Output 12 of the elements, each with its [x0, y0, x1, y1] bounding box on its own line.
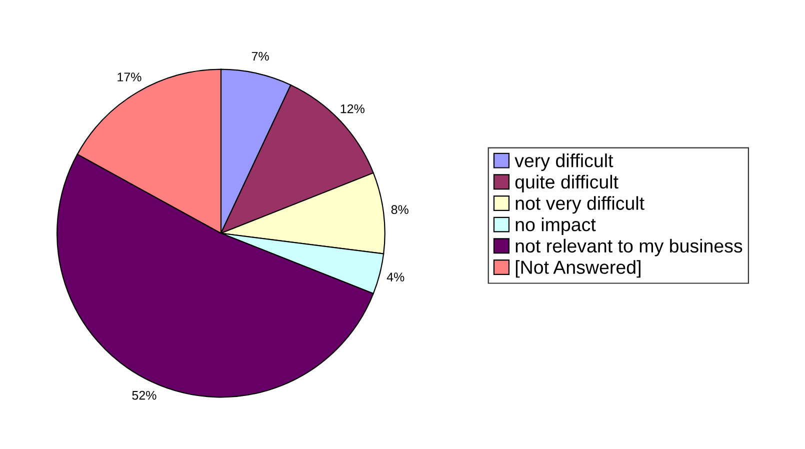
- data-label: 17%: [118, 72, 142, 82]
- data-label: 4%: [386, 272, 404, 282]
- legend-label: very difficult: [514, 154, 614, 171]
- legend-label: not relevant to my business: [516, 238, 742, 256]
- legend-label: [Not Answered]: [516, 260, 640, 278]
- data-label: 12%: [340, 104, 364, 114]
- data-label: 8%: [391, 205, 408, 214]
- data-label: 7%: [252, 52, 269, 61]
- data-label: 52%: [132, 390, 156, 400]
- legend-label: no impact: [516, 217, 596, 235]
- legend-label: not very difficult: [516, 196, 644, 214]
- legend-label: quite difficult: [515, 174, 618, 192]
